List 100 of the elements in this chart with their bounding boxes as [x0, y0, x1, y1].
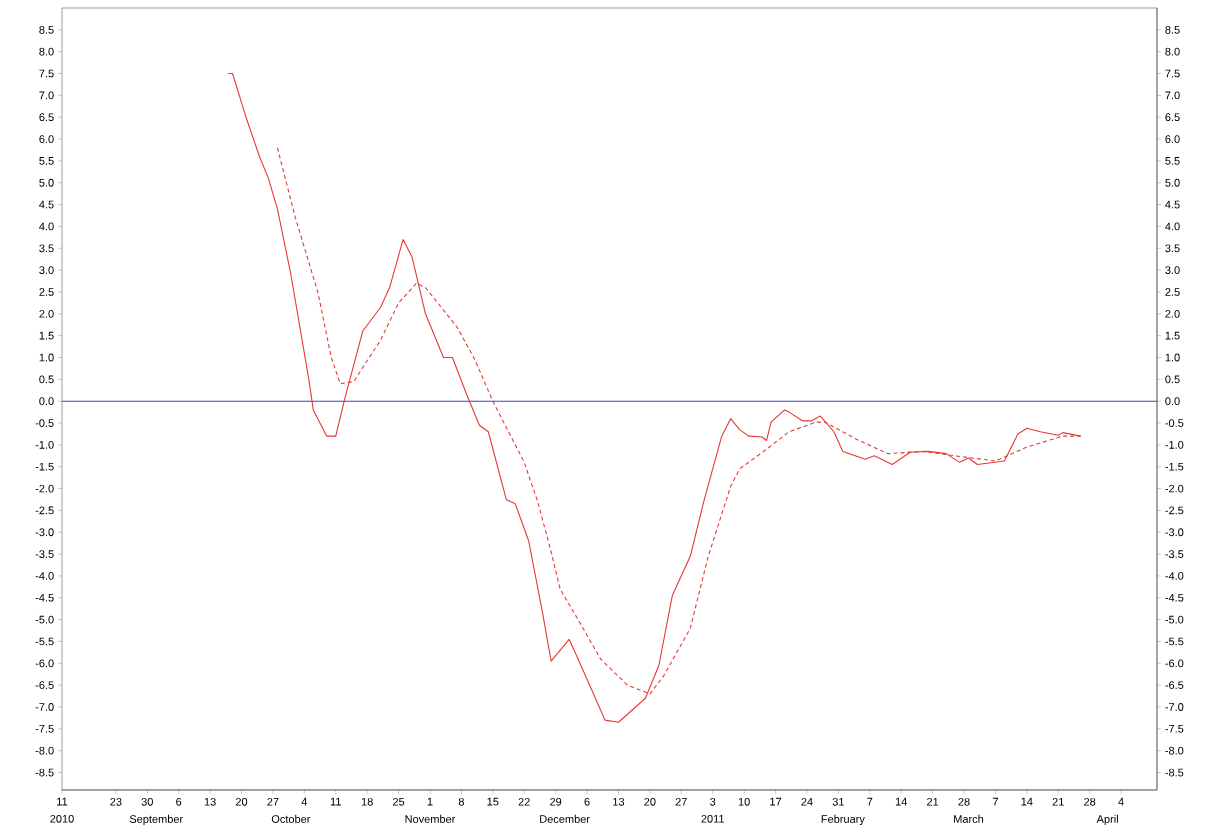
x-tick-label: 14: [1021, 797, 1033, 806]
y-tick-label: 7.0: [39, 91, 54, 100]
x-tick-label: 30: [141, 797, 153, 806]
x-tick-label: 10: [738, 797, 750, 806]
y-tick-label: -7.0: [35, 703, 54, 711]
y2-tick-label: -5.5: [1165, 637, 1184, 646]
y2-tick-label: 2.5: [1165, 288, 1180, 296]
y2-tick-label: -1.0: [1165, 440, 1184, 449]
x2-tick-label: December: [540, 814, 590, 823]
y2-tick-label: 7.0: [1165, 91, 1180, 100]
x-tick-label: 28: [958, 797, 970, 806]
y2-tick-label: -0.5: [1165, 419, 1184, 427]
x-tick-label: 17: [770, 797, 782, 806]
x-tick-label: 24: [801, 797, 813, 806]
y2-tick-label: -4.0: [1165, 572, 1184, 580]
y2-tick-label: -7.5: [1165, 725, 1184, 733]
y-tick-label: 6.5: [39, 113, 54, 122]
y2-tick-label: -2.5: [1165, 506, 1184, 515]
x-tick-label: 4: [1118, 797, 1124, 806]
x-tick-label: 21: [927, 797, 939, 806]
y-tick-label: 5.0: [39, 178, 54, 187]
x-tick-label: 13: [204, 797, 216, 806]
y-tick-label: 0.0: [39, 397, 54, 406]
x-tick-label: 8: [458, 797, 464, 806]
x-tick-label: 23: [110, 797, 122, 806]
x-tick-label: 14: [895, 797, 907, 806]
x-tick-label: 29: [550, 797, 562, 806]
y2-tick-label: 1.0: [1165, 353, 1180, 362]
x2-tick-label: March: [954, 814, 984, 823]
y-tick-label: 2.5: [39, 288, 54, 296]
y2-tick-label: 8.0: [1165, 47, 1180, 56]
x-tick-label: 20: [644, 797, 656, 806]
y2-tick-label: 6.0: [1165, 135, 1180, 143]
y2-tick-label: 3.5: [1165, 244, 1180, 253]
y-tick-label: 8.0: [39, 47, 54, 56]
y2-tick-label: -7.0: [1165, 703, 1184, 711]
x-tick-label: 1: [427, 797, 433, 806]
y-tick-label: -6.0: [35, 659, 54, 668]
x-tick-label: 7: [992, 797, 998, 806]
y-tick-label: 8.5: [39, 25, 54, 34]
y-tick-label: -2.0: [35, 484, 54, 493]
x2-tick-label: 2011: [701, 814, 724, 823]
x-tick-label: 21: [1052, 797, 1064, 806]
x-tick-label: 27: [267, 797, 279, 806]
y2-tick-label: -4.5: [1165, 593, 1184, 602]
x2-tick-label: November: [405, 814, 456, 823]
y2-tick-label: 1.5: [1165, 331, 1180, 340]
x-tick-label: 28: [1084, 797, 1096, 806]
x-tick-label: 18: [361, 797, 373, 806]
x-tick-label: 3: [710, 797, 716, 806]
y-tick-label: 4.5: [39, 200, 54, 209]
y2-tick-label: 0.0: [1165, 397, 1180, 406]
x-tick-label: 11: [57, 797, 68, 806]
y2-tick-label: 5.0: [1165, 178, 1180, 187]
y-tick-label: 3.0: [39, 266, 54, 275]
x-tick-label: 6: [176, 797, 182, 806]
y-tick-label: -5.5: [35, 637, 54, 646]
y2-tick-label: 6.5: [1165, 113, 1180, 122]
y-tick-label: -3.5: [35, 550, 54, 558]
y2-tick-label: 3.0: [1165, 266, 1180, 275]
x-tick-label: 25: [393, 797, 405, 806]
y-tick-label: -8.5: [35, 768, 54, 777]
x2-tick-label: September: [129, 814, 183, 826]
y2-tick-label: -8.0: [1165, 746, 1184, 755]
y-tick-label: -0.5: [35, 419, 54, 427]
x-tick-label: 7: [867, 797, 873, 806]
y2-tick-label: 4.0: [1165, 222, 1180, 231]
y-tick-label: 2.0: [39, 309, 54, 318]
y2-tick-label: 5.5: [1165, 157, 1180, 165]
y-tick-label: -2.5: [35, 506, 54, 515]
y2-tick-label: 7.5: [1165, 69, 1180, 78]
y2-tick-label: -6.5: [1165, 681, 1184, 690]
x-tick-label: 4: [301, 797, 308, 806]
y-tick-label: -4.5: [35, 593, 54, 602]
x-tick-label: 13: [613, 797, 625, 806]
y-tick-label: 6.0: [39, 135, 54, 143]
y2-tick-label: -3.5: [1165, 550, 1184, 558]
x2-tick-label: 2010: [50, 814, 74, 823]
x-tick-label: 31: [832, 797, 844, 806]
y2-tick-label: -5.0: [1165, 615, 1184, 624]
y-tick-label: 1.0: [39, 353, 54, 362]
x-tick-label: 6: [584, 797, 590, 806]
y-tick-label: -4.0: [35, 572, 54, 580]
y2-tick-label: -1.5: [1165, 462, 1184, 471]
y-tick-label: 0.5: [39, 375, 54, 384]
x-tick-label: 20: [235, 797, 248, 806]
y2-tick-label: -8.5: [1165, 768, 1184, 777]
y-tick-label: 1.5: [39, 331, 54, 340]
y-tick-label: -1.0: [35, 440, 54, 449]
x2-tick-label: October: [271, 814, 311, 823]
x-tick-label: 11: [330, 797, 341, 806]
y2-tick-label: 0.5: [1165, 375, 1180, 384]
y-tick-label: 3.5: [39, 244, 54, 253]
y-tick-label: -6.5: [35, 681, 54, 690]
y-tick-label: -3.0: [35, 528, 54, 537]
y-tick-label: 4.0: [39, 222, 54, 231]
y-tick-label: -5.0: [35, 615, 54, 624]
y-tick-label: -1.5: [35, 462, 54, 471]
x2-tick-label: April: [1096, 814, 1118, 826]
y2-tick-label: -2.0: [1165, 484, 1184, 493]
